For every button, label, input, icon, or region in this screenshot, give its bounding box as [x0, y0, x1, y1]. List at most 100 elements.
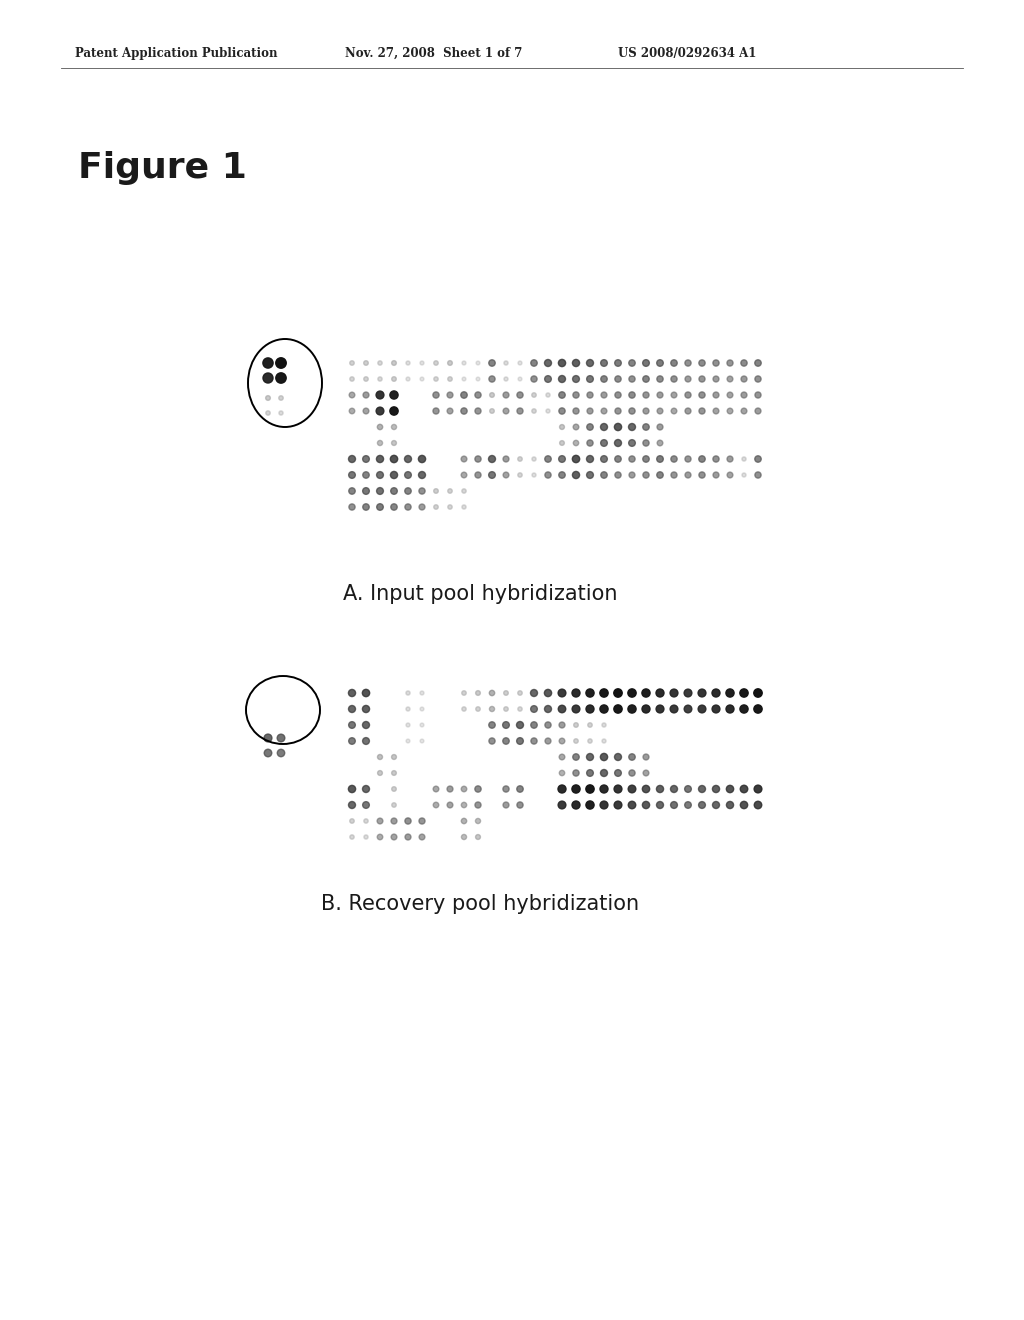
Circle shape	[447, 488, 453, 494]
Circle shape	[278, 734, 285, 742]
Circle shape	[755, 455, 761, 462]
Circle shape	[376, 407, 384, 414]
Circle shape	[433, 787, 439, 792]
Circle shape	[699, 471, 706, 478]
Circle shape	[489, 690, 495, 696]
Circle shape	[364, 408, 369, 414]
Circle shape	[518, 360, 522, 366]
Circle shape	[573, 739, 579, 743]
Circle shape	[503, 738, 509, 744]
Circle shape	[726, 689, 734, 697]
Circle shape	[390, 391, 398, 399]
Circle shape	[643, 376, 649, 383]
Circle shape	[573, 424, 579, 430]
Circle shape	[545, 738, 551, 744]
Circle shape	[614, 770, 622, 776]
Circle shape	[656, 471, 664, 478]
Text: Patent Application Publication: Patent Application Publication	[75, 48, 278, 59]
Circle shape	[602, 723, 606, 727]
Circle shape	[378, 360, 382, 366]
Circle shape	[558, 375, 565, 383]
Circle shape	[601, 471, 607, 478]
Circle shape	[740, 360, 748, 366]
Circle shape	[740, 801, 748, 809]
Circle shape	[698, 705, 706, 713]
Circle shape	[349, 738, 355, 744]
Circle shape	[727, 473, 733, 478]
Circle shape	[504, 378, 508, 381]
Circle shape	[588, 739, 592, 743]
Circle shape	[362, 738, 370, 744]
Circle shape	[545, 689, 552, 697]
Circle shape	[713, 473, 719, 478]
Circle shape	[545, 455, 551, 462]
Circle shape	[754, 689, 762, 697]
Circle shape	[391, 487, 397, 494]
Circle shape	[406, 708, 410, 711]
Circle shape	[545, 705, 552, 713]
Circle shape	[504, 706, 508, 711]
Circle shape	[462, 690, 466, 696]
Circle shape	[391, 441, 396, 445]
Circle shape	[601, 359, 607, 367]
Circle shape	[698, 360, 706, 366]
Circle shape	[518, 378, 522, 381]
Circle shape	[362, 689, 370, 697]
Circle shape	[391, 504, 397, 511]
Circle shape	[573, 722, 579, 727]
Circle shape	[517, 785, 523, 792]
Circle shape	[419, 455, 426, 462]
Circle shape	[685, 392, 691, 399]
Circle shape	[489, 409, 495, 413]
Circle shape	[278, 750, 285, 756]
Circle shape	[419, 818, 425, 824]
Circle shape	[685, 801, 691, 808]
Circle shape	[559, 392, 565, 399]
Circle shape	[476, 362, 480, 364]
Circle shape	[475, 408, 481, 414]
Circle shape	[434, 488, 438, 494]
Circle shape	[488, 722, 496, 729]
Circle shape	[685, 473, 691, 478]
Circle shape	[601, 455, 607, 462]
Circle shape	[390, 455, 397, 463]
Circle shape	[586, 801, 594, 809]
Circle shape	[726, 785, 733, 793]
Circle shape	[263, 374, 273, 383]
Circle shape	[530, 722, 538, 729]
Circle shape	[628, 689, 636, 697]
Circle shape	[362, 785, 370, 792]
Circle shape	[600, 705, 608, 713]
Circle shape	[391, 818, 397, 824]
Circle shape	[642, 705, 650, 713]
Circle shape	[447, 408, 453, 414]
Circle shape	[462, 834, 467, 840]
Circle shape	[657, 408, 663, 414]
Circle shape	[713, 360, 719, 366]
Circle shape	[643, 392, 649, 399]
Circle shape	[614, 785, 622, 793]
Circle shape	[488, 360, 496, 366]
Circle shape	[531, 393, 537, 397]
Circle shape	[712, 705, 720, 713]
Circle shape	[350, 376, 354, 381]
Circle shape	[420, 708, 424, 711]
Circle shape	[684, 689, 692, 697]
Circle shape	[628, 705, 636, 713]
Circle shape	[378, 441, 383, 446]
Circle shape	[504, 360, 508, 366]
Circle shape	[404, 818, 411, 824]
Circle shape	[600, 689, 608, 697]
Circle shape	[713, 801, 720, 808]
Circle shape	[419, 504, 425, 510]
Circle shape	[377, 471, 383, 478]
Circle shape	[530, 738, 538, 744]
Circle shape	[586, 689, 594, 697]
Circle shape	[364, 392, 369, 397]
Circle shape	[475, 690, 480, 696]
Circle shape	[475, 473, 481, 478]
Circle shape	[475, 818, 480, 824]
Circle shape	[754, 705, 762, 713]
Circle shape	[488, 455, 496, 462]
Circle shape	[503, 473, 509, 478]
